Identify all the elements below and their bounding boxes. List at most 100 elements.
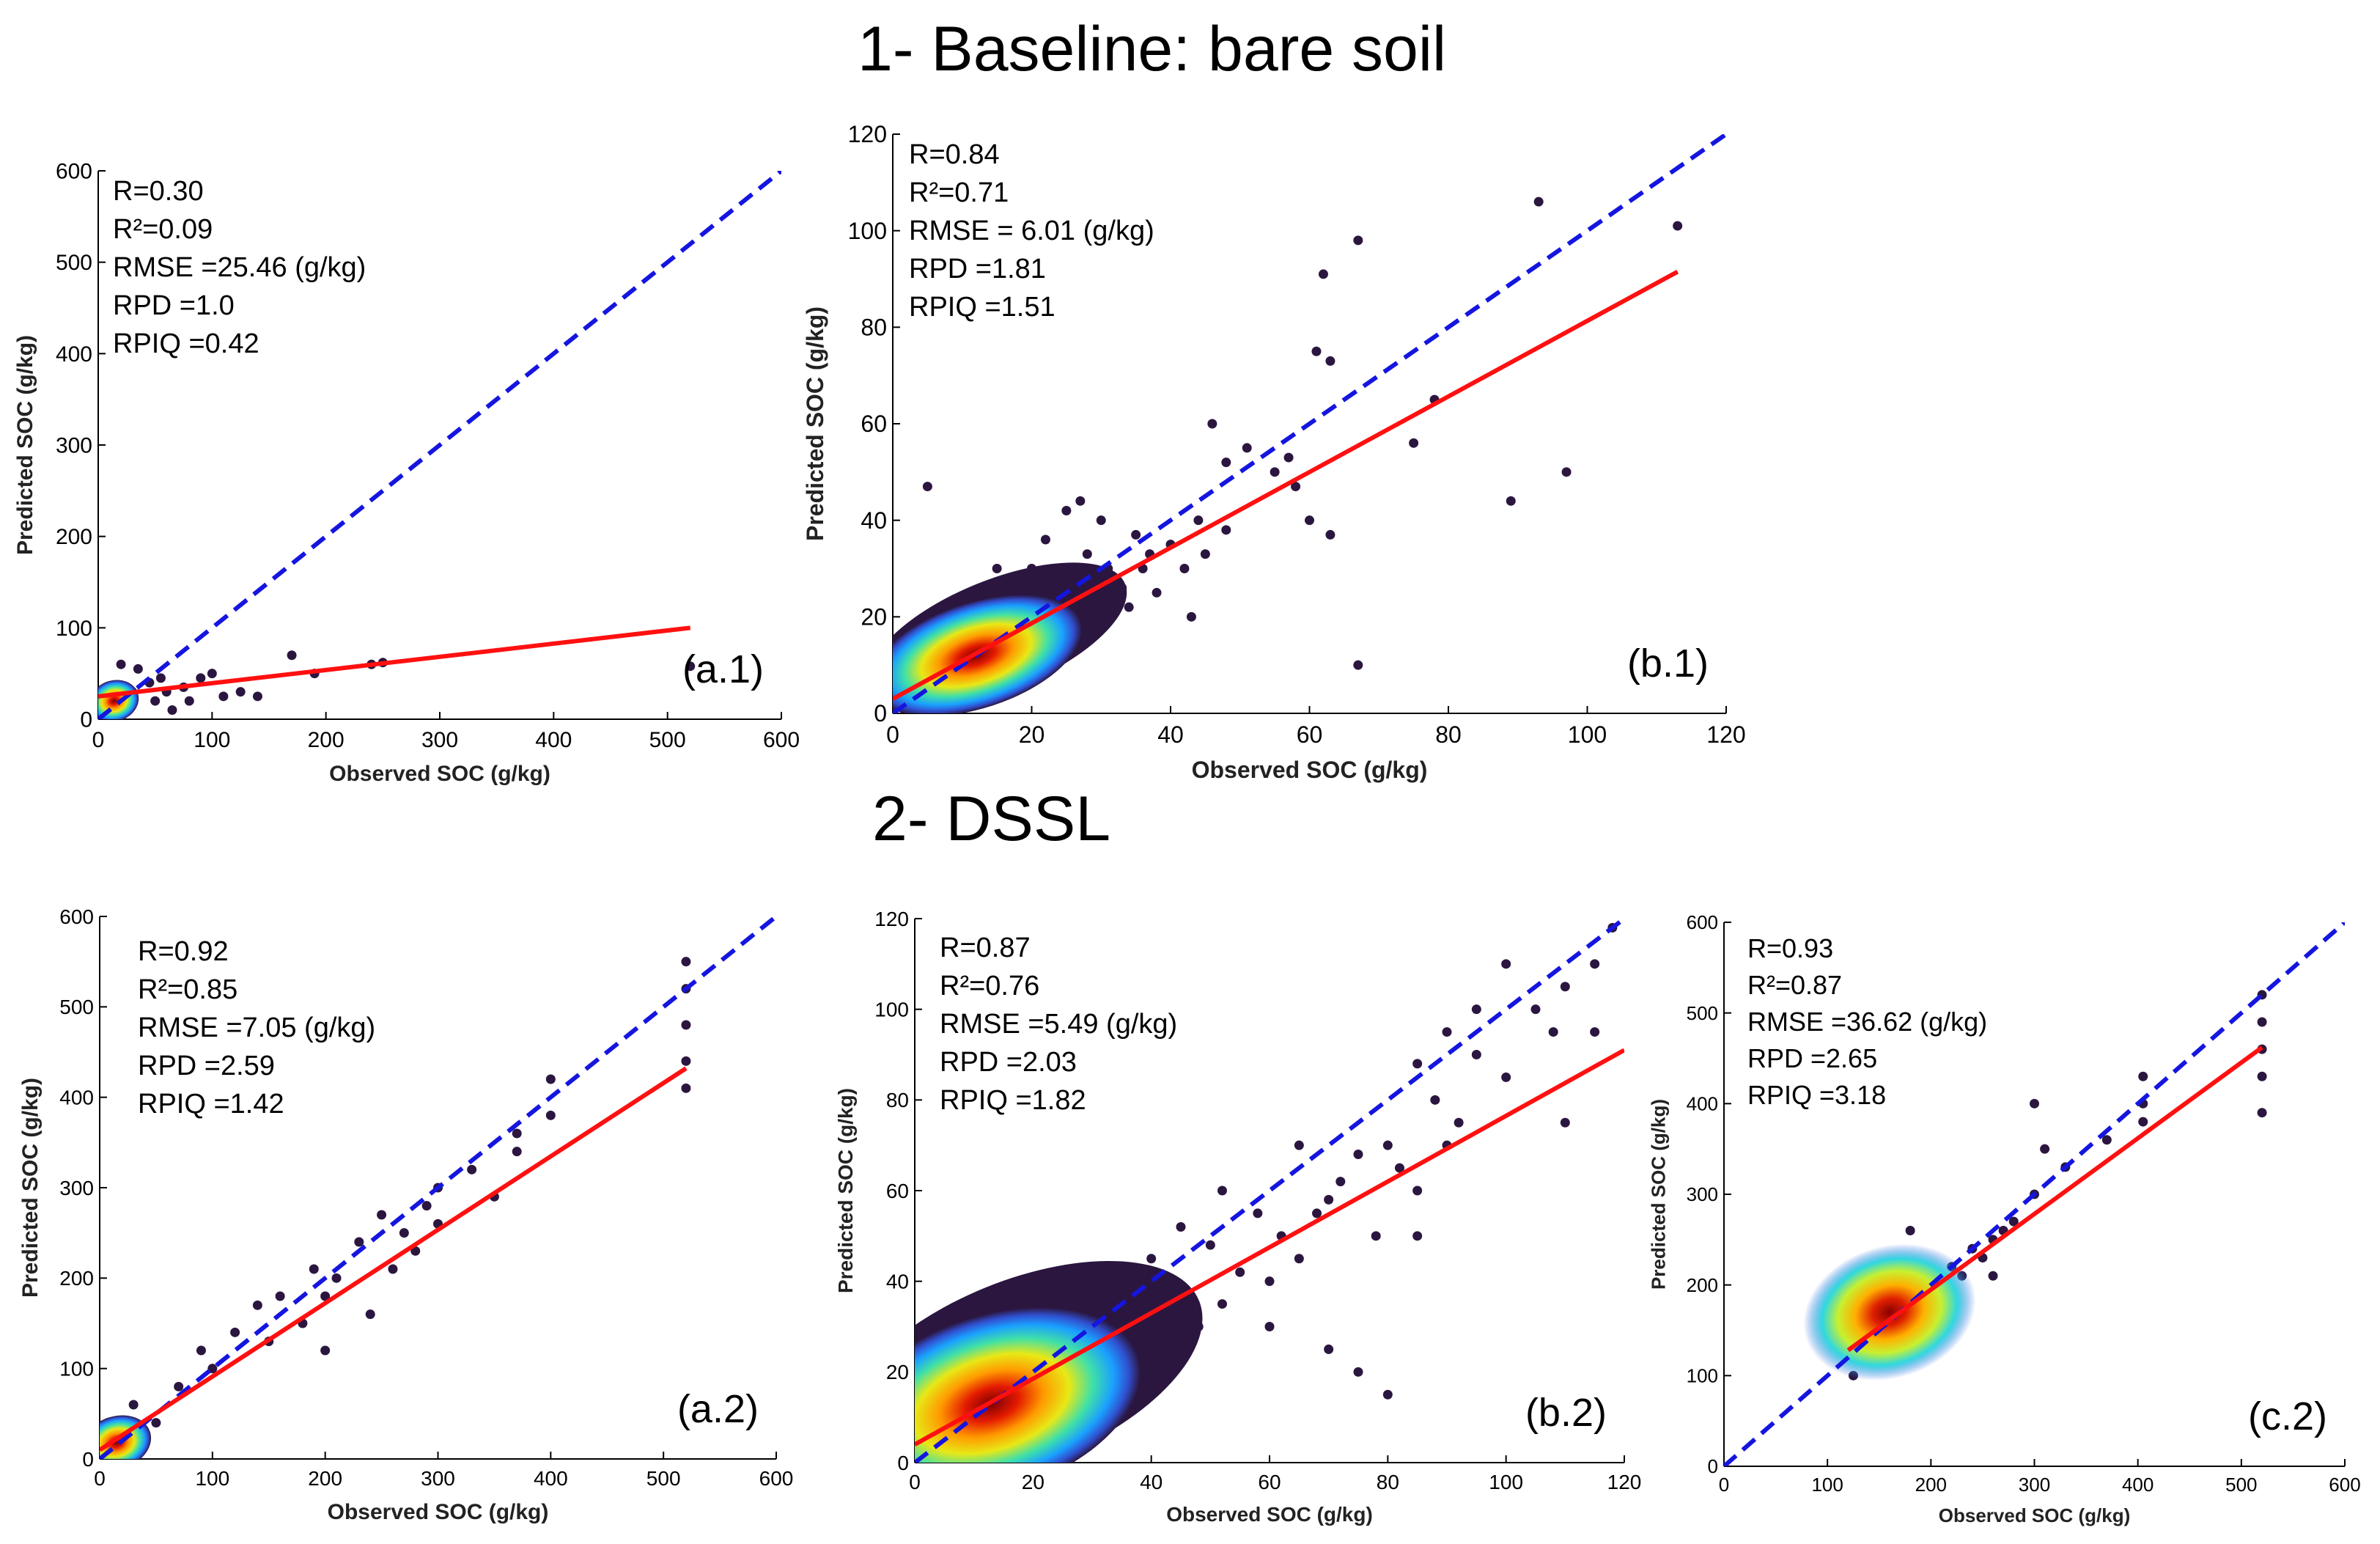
- data-point: [1905, 1225, 1915, 1235]
- y-tick-label: 0: [1708, 1455, 1718, 1477]
- plot-area: [893, 134, 1726, 713]
- data-point: [1412, 1231, 1423, 1241]
- data-point: [1294, 1254, 1304, 1264]
- y-axis-title: Predicted SOC (g/kg): [802, 306, 828, 541]
- data-point: [174, 1381, 184, 1392]
- y-tick-label: 400: [1687, 1092, 1718, 1114]
- stat-line: R=0.87: [940, 933, 1031, 963]
- data-point: [184, 696, 194, 706]
- x-tick-label: 0: [886, 721, 899, 748]
- x-tick-label: 300: [421, 1467, 455, 1490]
- identity-line: [98, 171, 781, 719]
- y-tick-label: 40: [886, 1270, 909, 1293]
- stat-line: R²=0.87: [1747, 970, 1842, 1000]
- identity-line: [893, 134, 1726, 713]
- regression-line: [98, 625, 691, 699]
- data-point: [512, 1147, 522, 1157]
- data-point: [1412, 1059, 1423, 1069]
- stat-line: RMSE = 6.01 (g/kg): [909, 216, 1154, 246]
- x-tick-label: 100: [1811, 1474, 1843, 1496]
- y-tick-label: 600: [56, 160, 92, 184]
- data-point: [1988, 1271, 1998, 1281]
- data-point: [1324, 1194, 1334, 1205]
- data-point: [681, 1056, 691, 1066]
- data-point: [1207, 419, 1217, 429]
- data-point: [1131, 529, 1141, 540]
- x-tick-label: 60: [1297, 721, 1323, 748]
- plot-area: [98, 171, 781, 719]
- stat-line: RMSE =5.49 (g/kg): [940, 1009, 1177, 1040]
- stat-line: R²=0.85: [138, 974, 237, 1005]
- panel-label: (b.1): [1627, 642, 1709, 685]
- data-point: [2138, 1071, 2148, 1081]
- data-point: [1221, 525, 1231, 535]
- data-point: [331, 1273, 342, 1283]
- y-axis-title: Predicted SOC (g/kg): [18, 1078, 43, 1298]
- data-point: [1430, 1095, 1440, 1105]
- data-point: [1409, 438, 1419, 448]
- data-point: [2008, 1216, 2019, 1227]
- y-tick-label: 500: [59, 996, 94, 1018]
- stat-line: R=0.84: [909, 139, 1000, 170]
- data-point: [1501, 959, 1511, 969]
- data-point: [1324, 1344, 1334, 1354]
- x-tick-label: 600: [759, 1467, 794, 1490]
- stat-line: R=0.92: [138, 936, 229, 967]
- x-tick-label: 40: [1157, 721, 1184, 748]
- y-tick-label: 400: [59, 1086, 94, 1109]
- x-tick-label: 20: [1022, 1471, 1045, 1493]
- data-point: [922, 482, 932, 492]
- stat-line: RPIQ =1.82: [940, 1085, 1086, 1116]
- data-point: [1533, 196, 1544, 207]
- data-point: [1186, 611, 1196, 622]
- data-point: [1264, 1276, 1275, 1287]
- x-tick-label: 500: [2225, 1474, 2257, 1496]
- x-tick-label: 40: [1140, 1471, 1163, 1493]
- data-point: [1560, 1117, 1570, 1128]
- data-point: [1242, 443, 1252, 453]
- data-point: [1673, 221, 1683, 231]
- section-title-dssl: 2- DSSL: [872, 784, 1111, 854]
- data-point: [1560, 982, 1570, 992]
- data-point: [1325, 529, 1335, 540]
- data-point: [1442, 1027, 1452, 1037]
- y-tick-label: 80: [886, 1089, 909, 1111]
- data-point: [421, 1201, 432, 1211]
- x-axis-title: Observed SOC (g/kg): [1192, 757, 1428, 783]
- x-tick-label: 100: [194, 728, 230, 752]
- data-point: [1124, 602, 1134, 612]
- x-axis-title: Observed SOC (g/kg): [1939, 1504, 2131, 1526]
- data-point: [545, 1074, 556, 1084]
- data-point: [2138, 1117, 2148, 1127]
- data-point: [230, 1327, 240, 1337]
- y-tick-label: 300: [1687, 1183, 1718, 1205]
- data-point: [992, 564, 1002, 573]
- stat-line: RMSE =25.46 (g/kg): [113, 252, 366, 283]
- y-tick-label: 120: [848, 121, 887, 147]
- plot-area: [100, 916, 776, 1459]
- y-tick-label: 200: [56, 525, 92, 549]
- regression-line: [893, 269, 1679, 701]
- data-point: [1217, 1185, 1227, 1196]
- y-axis-title: Predicted SOC (g/kg): [13, 335, 37, 555]
- y-tick-label: 200: [1687, 1274, 1718, 1296]
- x-tick-label: 0: [94, 1467, 106, 1490]
- section-title-baseline: 1- Baseline: bare soil: [858, 14, 1447, 84]
- data-point: [128, 1400, 139, 1410]
- data-point: [681, 1020, 691, 1030]
- data-point: [1305, 515, 1314, 526]
- data-point: [1353, 1150, 1363, 1160]
- x-tick-label: 500: [649, 728, 686, 752]
- data-point: [1179, 564, 1190, 573]
- y-tick-label: 20: [886, 1361, 909, 1383]
- stat-line: RPIQ =0.42: [113, 328, 259, 359]
- plot-area: [915, 919, 1624, 1463]
- data-point: [1454, 1117, 1464, 1128]
- data-point: [545, 1110, 556, 1120]
- data-point: [1382, 1389, 1393, 1400]
- data-point: [1371, 1231, 1381, 1241]
- chart-c2: 0 100 200 300 400 500 600 0 100 200 300 400 500 600 Ob…: [1648, 911, 2361, 1526]
- data-point: [1530, 1004, 1541, 1015]
- y-tick-label: 400: [56, 342, 92, 367]
- data-point: [1412, 1185, 1423, 1196]
